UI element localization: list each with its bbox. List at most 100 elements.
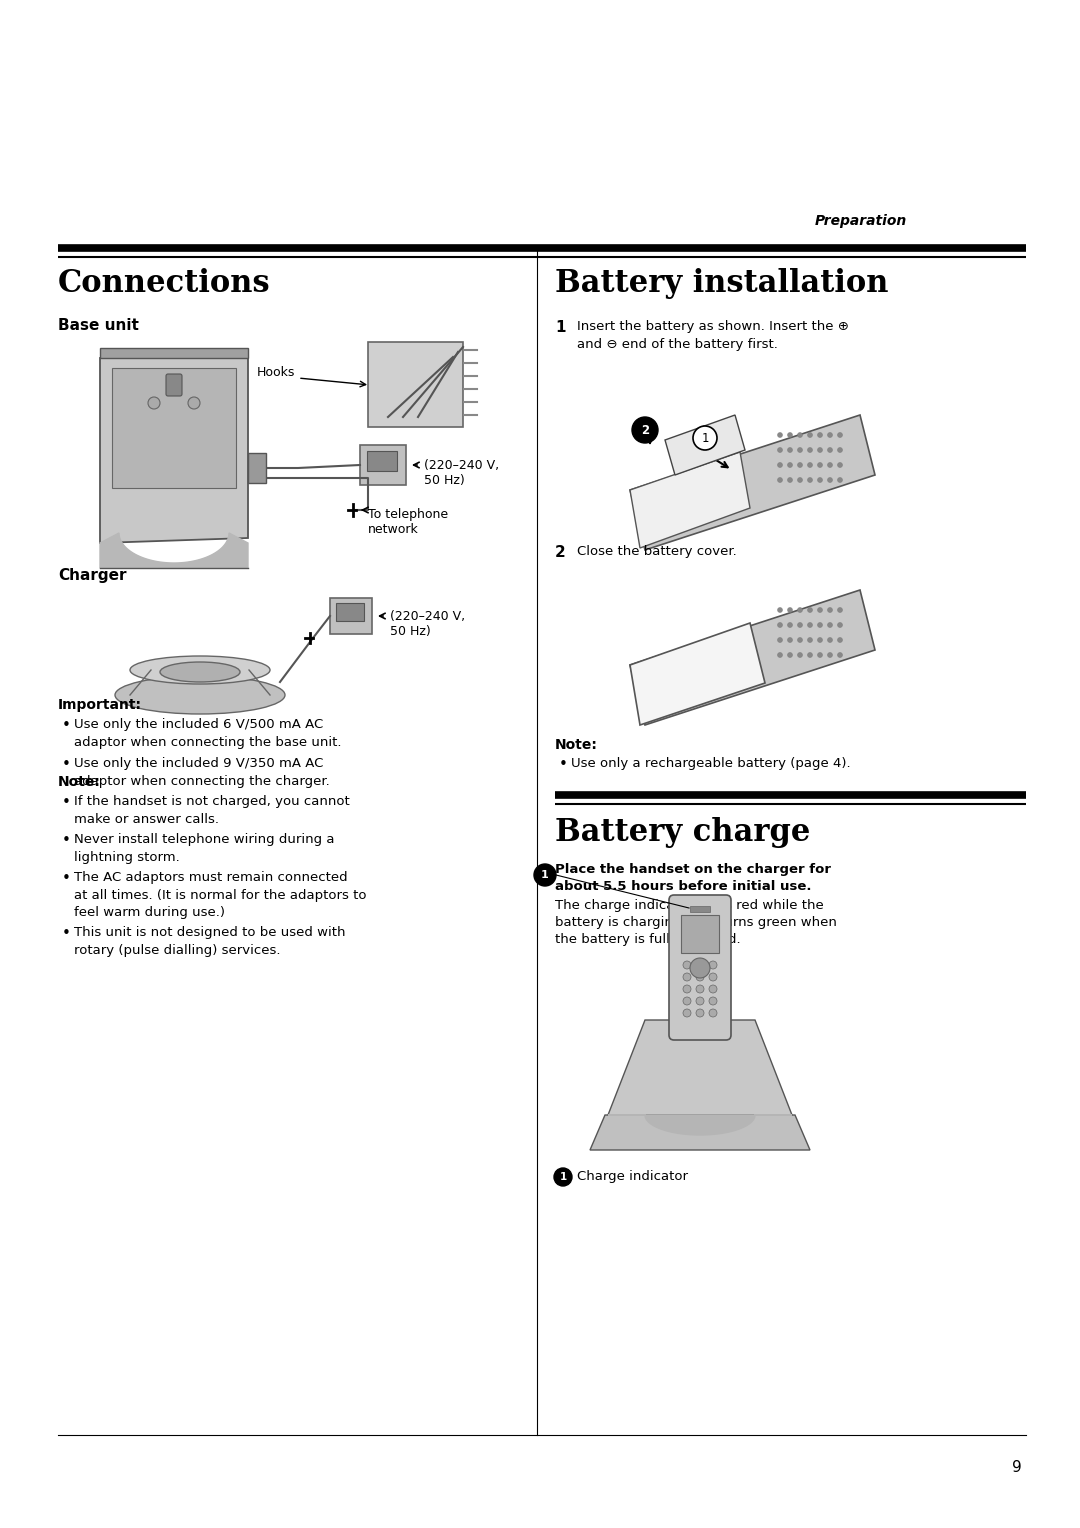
Text: Place the handset on the charger for: Place the handset on the charger for: [555, 863, 831, 876]
Text: the battery is fully charged.: the battery is fully charged.: [555, 934, 741, 946]
Circle shape: [827, 478, 833, 483]
Text: about 5.5 hours before initial use.: about 5.5 hours before initial use.: [555, 880, 811, 892]
Circle shape: [708, 973, 717, 981]
Polygon shape: [630, 623, 765, 724]
Text: 1: 1: [701, 431, 708, 445]
Text: Important:: Important:: [58, 698, 141, 712]
Circle shape: [554, 1167, 572, 1186]
Text: 9: 9: [1012, 1459, 1022, 1475]
Circle shape: [683, 996, 691, 1005]
Circle shape: [778, 637, 783, 642]
Circle shape: [818, 463, 823, 468]
Circle shape: [837, 622, 842, 628]
Circle shape: [778, 463, 783, 468]
Text: The AC adaptors must remain connected
at all times. (It is normal for the adapto: The AC adaptors must remain connected at…: [75, 871, 366, 918]
Text: Never install telephone wiring during a
lightning storm.: Never install telephone wiring during a …: [75, 833, 335, 863]
Text: (220–240 V,
50 Hz): (220–240 V, 50 Hz): [424, 458, 499, 487]
Circle shape: [787, 463, 793, 468]
Circle shape: [827, 637, 833, 642]
Circle shape: [797, 652, 802, 657]
Circle shape: [827, 622, 833, 628]
Text: 1: 1: [559, 1172, 567, 1183]
Bar: [330, 597, 372, 634]
Circle shape: [837, 478, 842, 483]
Circle shape: [837, 608, 842, 613]
Circle shape: [808, 478, 812, 483]
Text: To telephone
network: To telephone network: [368, 507, 448, 536]
Circle shape: [797, 463, 802, 468]
Circle shape: [818, 432, 823, 437]
Circle shape: [787, 478, 793, 483]
FancyBboxPatch shape: [669, 895, 731, 1041]
Polygon shape: [630, 590, 875, 724]
Text: Connections: Connections: [58, 267, 271, 299]
Polygon shape: [100, 533, 248, 568]
Polygon shape: [608, 1115, 792, 1135]
Circle shape: [787, 637, 793, 642]
Circle shape: [778, 478, 783, 483]
Circle shape: [787, 608, 793, 613]
Circle shape: [708, 961, 717, 969]
Circle shape: [708, 1008, 717, 1018]
Circle shape: [683, 961, 691, 969]
Text: Note:: Note:: [555, 738, 598, 752]
Text: •: •: [559, 756, 568, 772]
Circle shape: [778, 622, 783, 628]
Text: •: •: [62, 795, 71, 810]
Circle shape: [827, 608, 833, 613]
Bar: [367, 451, 397, 471]
Circle shape: [808, 622, 812, 628]
Circle shape: [696, 996, 704, 1005]
Text: battery is charging, and turns green when: battery is charging, and turns green whe…: [555, 915, 837, 929]
Circle shape: [827, 432, 833, 437]
Circle shape: [797, 432, 802, 437]
Bar: [100, 348, 248, 358]
Circle shape: [787, 448, 793, 452]
Text: •: •: [62, 926, 71, 941]
Circle shape: [632, 417, 658, 443]
Circle shape: [808, 448, 812, 452]
Text: 1: 1: [555, 319, 566, 335]
Circle shape: [827, 652, 833, 657]
Circle shape: [708, 996, 717, 1005]
Polygon shape: [100, 353, 248, 542]
Circle shape: [148, 397, 160, 410]
Circle shape: [690, 958, 710, 978]
Text: Close the battery cover.: Close the battery cover.: [577, 545, 737, 558]
Text: 2: 2: [555, 545, 566, 559]
Circle shape: [797, 637, 802, 642]
Circle shape: [818, 622, 823, 628]
Text: Use only the included 9 V/350 mA AC
adaptor when connecting the charger.: Use only the included 9 V/350 mA AC adap…: [75, 756, 329, 787]
Circle shape: [683, 1008, 691, 1018]
Circle shape: [534, 863, 556, 886]
Text: Hooks: Hooks: [257, 365, 295, 379]
Bar: [681, 915, 719, 953]
Text: •: •: [62, 756, 71, 772]
Circle shape: [837, 432, 842, 437]
Circle shape: [778, 448, 783, 452]
Bar: [336, 604, 364, 620]
Circle shape: [818, 637, 823, 642]
Circle shape: [683, 986, 691, 993]
Circle shape: [797, 478, 802, 483]
Text: If the handset is not charged, you cannot
make or answer calls.: If the handset is not charged, you canno…: [75, 795, 350, 825]
Circle shape: [696, 961, 704, 969]
Circle shape: [696, 973, 704, 981]
Circle shape: [808, 463, 812, 468]
Circle shape: [778, 432, 783, 437]
Text: This unit is not designed to be used with
rotary (pulse dialling) services.: This unit is not designed to be used wit…: [75, 926, 346, 957]
Circle shape: [787, 622, 793, 628]
Ellipse shape: [160, 662, 240, 681]
Text: •: •: [62, 833, 71, 848]
Text: Insert the battery as shown. Insert the ⊕
and ⊖ end of the battery first.: Insert the battery as shown. Insert the …: [577, 319, 849, 350]
Ellipse shape: [114, 675, 285, 714]
Bar: [112, 368, 237, 487]
Polygon shape: [665, 416, 745, 475]
Ellipse shape: [130, 656, 270, 685]
Circle shape: [708, 986, 717, 993]
Text: Base unit: Base unit: [58, 318, 139, 333]
Circle shape: [797, 622, 802, 628]
Text: Battery charge: Battery charge: [555, 817, 810, 848]
Circle shape: [696, 986, 704, 993]
Circle shape: [818, 608, 823, 613]
